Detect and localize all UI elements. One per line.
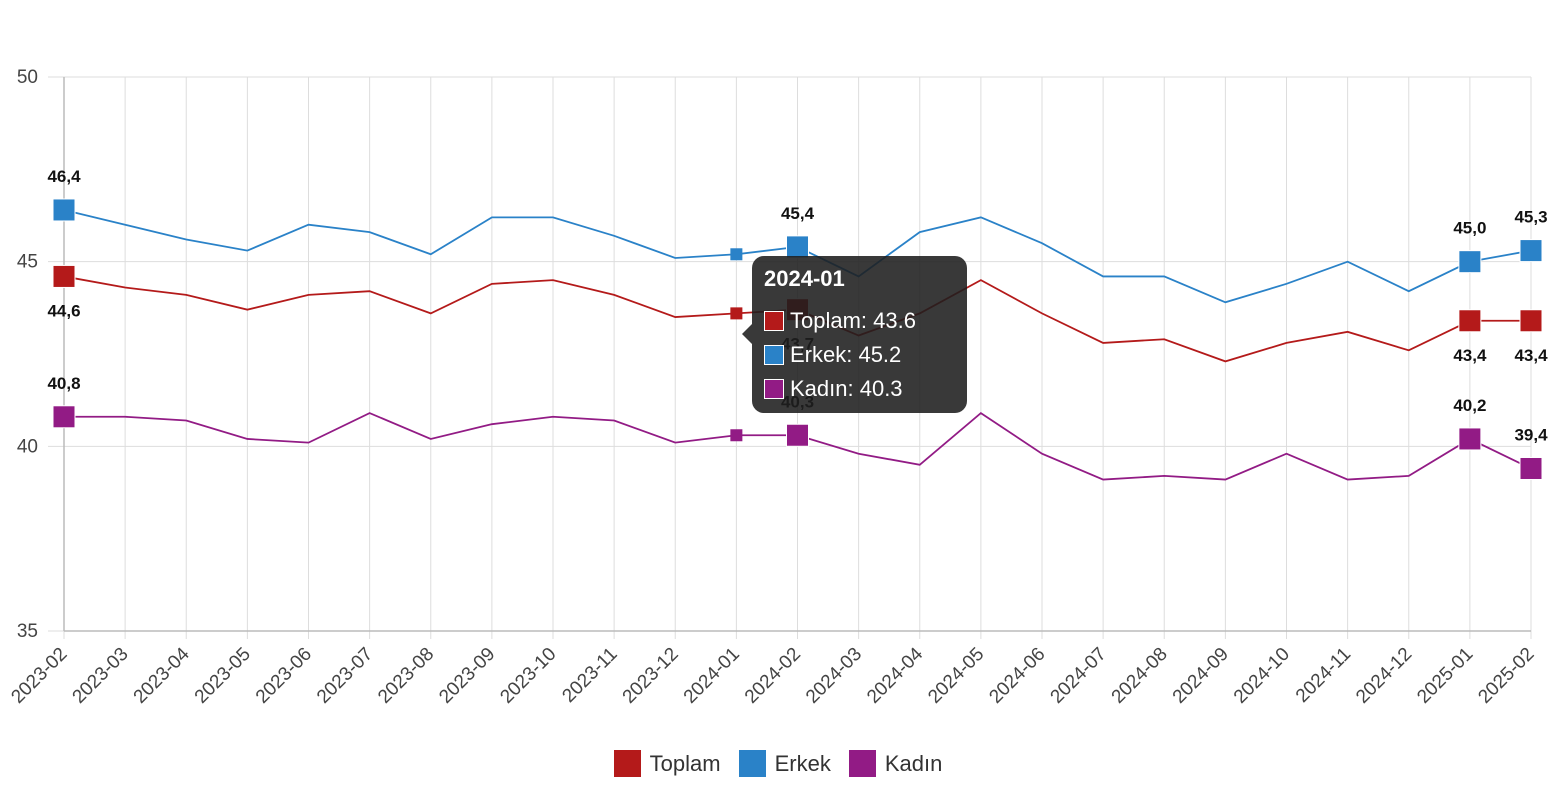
x-tick-label: 2024-02 — [741, 644, 805, 708]
y-tick-label: 40 — [17, 436, 38, 457]
x-tick-label: 2025-01 — [1413, 644, 1477, 708]
y-tick-label: 45 — [17, 252, 38, 273]
data-label: 45,4 — [781, 204, 815, 223]
tooltip-row-kadin: Kadın: 40.3 — [764, 372, 955, 406]
x-tick-label: 2023-11 — [558, 644, 621, 707]
data-point-marker[interactable] — [786, 235, 809, 259]
data-label: 43,4 — [1514, 346, 1548, 365]
hover-point-marker[interactable] — [730, 248, 743, 261]
data-label: 45,0 — [1453, 219, 1486, 238]
y-axis: 35 40 45 50 — [17, 67, 38, 642]
legend-swatch-erkek — [738, 750, 766, 777]
tooltip-text-kadin: Kadın: 40.3 — [790, 376, 903, 401]
x-tick-label: 2024-08 — [1108, 644, 1172, 708]
tooltip-arrow — [742, 324, 752, 344]
tooltip-title: 2024-01 — [764, 266, 845, 291]
tooltip-swatch-toplam — [764, 311, 784, 331]
data-point-marker[interactable] — [1458, 250, 1482, 274]
data-point-marker[interactable] — [52, 264, 76, 288]
x-tick-label: 2023-06 — [252, 644, 316, 708]
x-tick-label: 2025-02 — [1474, 644, 1538, 708]
legend: Toplam Erkek Kadın — [0, 750, 1556, 777]
data-point-marker[interactable] — [786, 423, 809, 447]
data-point-marker[interactable] — [1519, 456, 1543, 480]
x-tick-label: 2023-02 — [7, 644, 71, 708]
data-label: 45,3 — [1514, 208, 1547, 227]
x-tick-label: 2024-07 — [1047, 644, 1111, 708]
x-tick-label: 2024-04 — [863, 643, 927, 707]
y-tick-label: 50 — [17, 67, 38, 88]
x-tick-label: 2024-05 — [924, 644, 988, 708]
x-tick-label: 2023-04 — [130, 643, 194, 707]
legend-swatch-toplam — [613, 750, 641, 777]
x-axis: 2023-022023-032023-042023-052023-062023-… — [7, 643, 1538, 707]
data-point-marker[interactable] — [1458, 309, 1482, 333]
hover-point-marker[interactable] — [730, 307, 743, 320]
series-markers[interactable] — [52, 198, 1543, 480]
legend-item-erkek[interactable]: Erkek — [738, 750, 831, 777]
tooltip-text-toplam: Toplam: 43.6 — [790, 308, 916, 333]
x-tick-label: 2023-03 — [69, 644, 133, 708]
x-tick-label: 2024-11 — [1292, 644, 1355, 707]
legend-item-kadin[interactable]: Kadın — [848, 750, 943, 777]
tooltip-text-erkek: Erkek: 45.2 — [790, 342, 902, 367]
y-tick-label: 35 — [17, 621, 38, 642]
x-tick-label: 2024-03 — [802, 644, 866, 708]
x-tick-label: 2023-09 — [435, 644, 499, 708]
data-point-marker[interactable] — [52, 405, 76, 429]
data-label: 39,4 — [1514, 425, 1548, 444]
data-point-marker[interactable] — [52, 198, 76, 222]
data-point-marker[interactable] — [1519, 309, 1543, 333]
hover-point-marker[interactable] — [730, 429, 743, 442]
x-tick-label: 2024-06 — [985, 644, 1049, 708]
data-label: 40,2 — [1453, 396, 1486, 415]
x-tick-label: 2023-08 — [374, 644, 438, 708]
x-tick-label: 2024-12 — [1352, 644, 1416, 708]
legend-label-kadin: Kadın — [884, 750, 943, 776]
data-label: 40,8 — [47, 374, 80, 393]
tooltip-swatch-erkek — [764, 345, 784, 365]
x-tick-label: 2024-10 — [1230, 644, 1294, 708]
legend-label-erkek: Erkek — [774, 750, 831, 776]
x-tick-label: 2023-07 — [313, 644, 377, 708]
tooltip-row-toplam: Toplam: 43.6 — [764, 304, 955, 338]
tooltip: 2024-01 Toplam: 43.6 Erkek: 45.2 Kadın: … — [742, 256, 967, 413]
tooltip-row-erkek: Erkek: 45.2 — [764, 338, 955, 372]
x-tick-label: 2023-12 — [619, 644, 683, 708]
x-tick-label: 2024-01 — [680, 644, 744, 708]
x-tick-label: 2023-10 — [496, 644, 560, 708]
legend-label-toplam: Toplam — [649, 750, 721, 776]
x-tick-label: 2024-09 — [1169, 644, 1233, 708]
data-label: 43,4 — [1453, 346, 1487, 365]
legend-item-toplam[interactable]: Toplam — [613, 750, 721, 777]
data-label: 46,4 — [47, 167, 81, 186]
data-point-marker[interactable] — [1458, 427, 1482, 451]
data-label: 44,6 — [47, 301, 80, 320]
data-point-marker[interactable] — [1519, 239, 1543, 263]
legend-swatch-kadin — [848, 750, 876, 777]
tooltip-swatch-kadin — [764, 379, 784, 399]
x-tick-label: 2023-05 — [191, 644, 255, 708]
